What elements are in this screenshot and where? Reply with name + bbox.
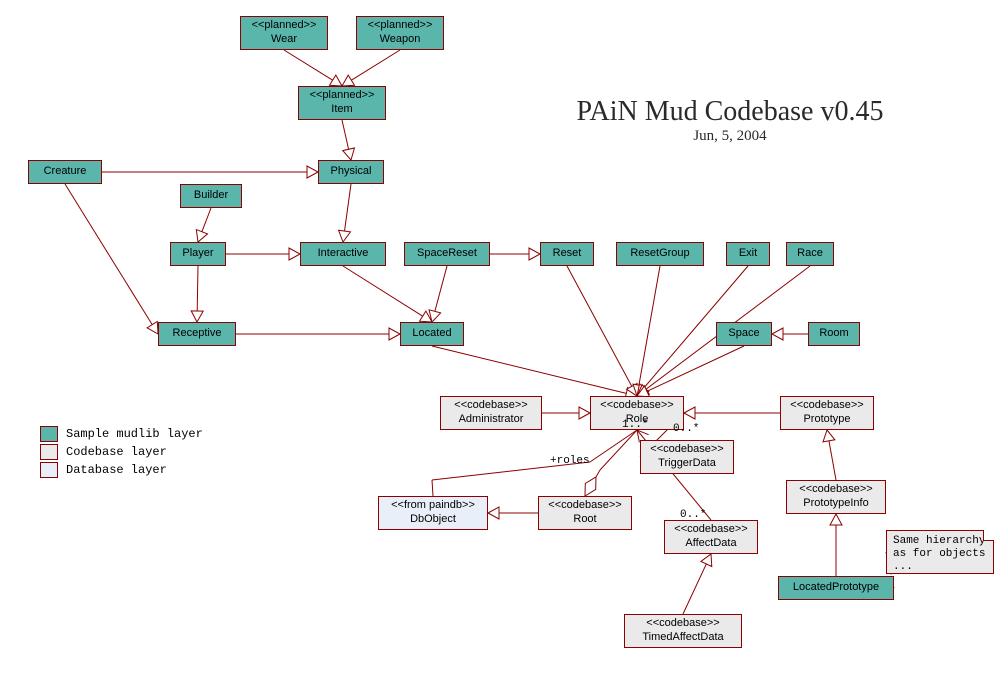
node-admin: <<codebase>>Administrator [440, 396, 542, 430]
node-triggerdata: <<codebase>>TriggerData [640, 440, 734, 474]
node-dbobject-label: DbObject [383, 513, 483, 527]
node-spacereset: SpaceReset [404, 242, 490, 266]
node-creature-label: Creature [33, 165, 97, 179]
node-prototype: <<codebase>>Prototype [780, 396, 874, 430]
node-creature: Creature [28, 160, 102, 184]
node-space: Space [716, 322, 772, 346]
node-admin-stereotype: <<codebase>> [445, 399, 537, 413]
note-fold-icon [983, 530, 994, 541]
node-exit: Exit [726, 242, 770, 266]
node-admin-label: Administrator [445, 413, 537, 427]
node-resetgroup: ResetGroup [616, 242, 704, 266]
legend-swatch-codebase [40, 444, 58, 460]
node-root-label: Root [543, 513, 627, 527]
node-exit-label: Exit [731, 247, 765, 261]
node-triggerdata-label: TriggerData [645, 457, 729, 471]
node-locatedproto: LocatedPrototype [778, 576, 894, 600]
node-interactive: Interactive [300, 242, 386, 266]
title-sub: Jun, 5, 2004 [520, 128, 940, 145]
legend-swatch-mudlib [40, 426, 58, 442]
node-wear-stereotype: <<planned>> [245, 19, 323, 33]
node-protoinfo: <<codebase>>PrototypeInfo [786, 480, 886, 514]
node-protoinfo-stereotype: <<codebase>> [791, 483, 881, 497]
legend-swatch-database [40, 462, 58, 478]
node-race: Race [786, 242, 834, 266]
diagram-title: PAiN Mud Codebase v0.45 Jun, 5, 2004 [520, 96, 940, 145]
legend-row-mudlib: Sample mudlib layer [40, 425, 203, 443]
title-main: PAiN Mud Codebase v0.45 [520, 96, 940, 128]
node-reset-label: Reset [545, 247, 589, 261]
node-prototype-label: Prototype [785, 413, 869, 427]
node-room-label: Room [813, 327, 855, 341]
node-interactive-label: Interactive [305, 247, 381, 261]
legend-row-database: Database layer [40, 461, 203, 479]
node-affectdata-stereotype: <<codebase>> [669, 523, 753, 537]
legend-label-database: Database layer [66, 463, 167, 477]
edge-annotation: 0..* [673, 423, 699, 435]
node-dbobject: <<from paindb>>DbObject [378, 496, 488, 530]
node-timedaffect-stereotype: <<codebase>> [629, 617, 737, 631]
node-located-label: Located [405, 327, 459, 341]
node-receptive-label: Receptive [163, 327, 231, 341]
node-physical-label: Physical [323, 165, 379, 179]
node-spacereset-label: SpaceReset [409, 247, 485, 261]
note-hierarchy: Same hierarchyas for objects... [886, 530, 994, 574]
node-prototype-stereotype: <<codebase>> [785, 399, 869, 413]
node-resetgroup-label: ResetGroup [621, 247, 699, 261]
note-line: Same hierarchy [893, 535, 987, 548]
node-wear-label: Wear [245, 33, 323, 47]
node-protoinfo-label: PrototypeInfo [791, 497, 881, 511]
node-wear: <<planned>>Wear [240, 16, 328, 50]
node-player: Player [170, 242, 226, 266]
node-builder-label: Builder [185, 189, 237, 203]
legend-row-codebase: Codebase layer [40, 443, 203, 461]
edge-annotation: +roles [550, 455, 590, 467]
note-line: as for objects [893, 548, 987, 561]
node-timedaffect-label: TimedAffectData [629, 631, 737, 645]
node-weapon: <<planned>>Weapon [356, 16, 444, 50]
node-root-stereotype: <<codebase>> [543, 499, 627, 513]
node-item: <<planned>>Item [298, 86, 386, 120]
node-triggerdata-stereotype: <<codebase>> [645, 443, 729, 457]
legend-label-codebase: Codebase layer [66, 445, 167, 459]
legend: Sample mudlib layer Codebase layer Datab… [40, 425, 203, 479]
node-root: <<codebase>>Root [538, 496, 632, 530]
node-builder: Builder [180, 184, 242, 208]
node-timedaffect: <<codebase>>TimedAffectData [624, 614, 742, 648]
node-affectdata-label: AffectData [669, 537, 753, 551]
node-weapon-stereotype: <<planned>> [361, 19, 439, 33]
legend-label-mudlib: Sample mudlib layer [66, 427, 203, 441]
node-item-label: Item [303, 103, 381, 117]
node-locatedproto-label: LocatedPrototype [783, 581, 889, 595]
node-weapon-label: Weapon [361, 33, 439, 47]
node-receptive: Receptive [158, 322, 236, 346]
node-located: Located [400, 322, 464, 346]
node-reset: Reset [540, 242, 594, 266]
node-space-label: Space [721, 327, 767, 341]
node-affectdata: <<codebase>>AffectData [664, 520, 758, 554]
node-room: Room [808, 322, 860, 346]
node-player-label: Player [175, 247, 221, 261]
node-role-stereotype: <<codebase>> [595, 399, 679, 413]
node-race-label: Race [791, 247, 829, 261]
node-physical: Physical [318, 160, 384, 184]
note-line: ... [893, 561, 987, 574]
edge-annotation: 0..* [680, 509, 706, 521]
node-dbobject-stereotype: <<from paindb>> [383, 499, 483, 513]
edge-annotation: 1..* [622, 419, 648, 431]
node-item-stereotype: <<planned>> [303, 89, 381, 103]
